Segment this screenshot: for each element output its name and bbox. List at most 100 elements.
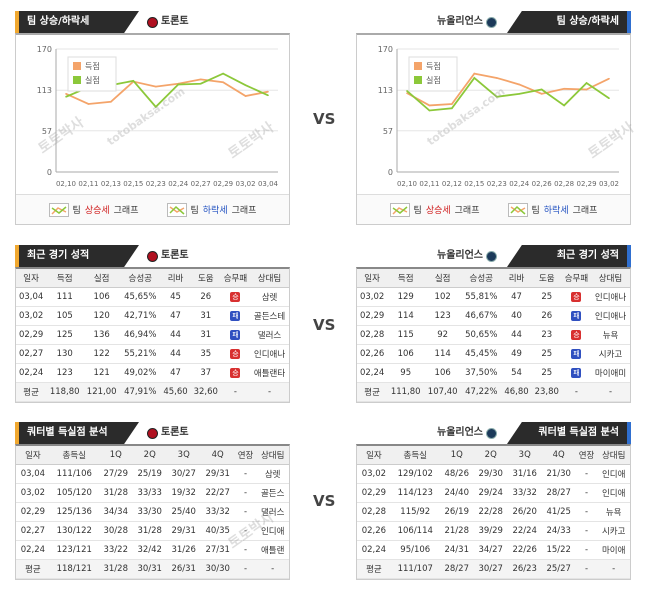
y-tick-label: 57 bbox=[383, 127, 393, 136]
table-cell: 33/33 bbox=[132, 483, 167, 503]
table-cell: - bbox=[575, 483, 598, 503]
table-cell: 49,02% bbox=[120, 363, 161, 383]
table-row: 02,29 114/123 24/40 29/24 33/32 28/27- 인디애 bbox=[357, 483, 630, 503]
table-row: 02,29 125/136 34/34 33/30 25/40 33/32- 댈러스 bbox=[16, 502, 289, 522]
vs-label: VS bbox=[313, 492, 336, 510]
table-cell: 129/102 bbox=[390, 464, 440, 484]
opponent-cell: 댈러스 bbox=[250, 325, 289, 345]
win-badge-icon: 승 bbox=[230, 367, 241, 378]
x-tick-label: 02,28 bbox=[554, 180, 574, 188]
table-cell: 31/26 bbox=[166, 540, 201, 560]
data-point bbox=[199, 78, 202, 81]
table-cell: 02,28 bbox=[357, 325, 388, 345]
table-cell: 107,40 bbox=[424, 382, 462, 402]
down-graph-link[interactable]: 팀 하락세 그래프 bbox=[507, 202, 597, 217]
quarters-title: 쿼터별 득실점 분석 bbox=[507, 422, 631, 444]
opponent-cell: 뉴욕 bbox=[591, 325, 630, 345]
table-row: 02,26 106/114 21/28 39/29 22/24 24/33- 시카고 bbox=[357, 521, 630, 541]
table-cell: 02,26 bbox=[357, 521, 391, 541]
x-tick-label: 02,23 bbox=[146, 180, 166, 188]
trend-header: 뉴올리언스 팀 상승/하락세 bbox=[356, 11, 631, 33]
result-cell: 승 bbox=[220, 363, 251, 383]
loss-badge-icon: 패 bbox=[571, 367, 582, 378]
table-cell: - bbox=[575, 464, 598, 484]
table-cell: 03,02 bbox=[357, 464, 391, 484]
table-cell: 02,24 bbox=[357, 363, 388, 383]
table-cell: 122 bbox=[83, 344, 121, 364]
y-tick-label: 113 bbox=[37, 86, 52, 95]
table-cell: - bbox=[234, 540, 257, 560]
column-header: 일자 bbox=[357, 446, 391, 465]
up-graph-link[interactable]: 팀 상승세 그래프 bbox=[48, 202, 139, 217]
table-cell: 125 bbox=[46, 325, 84, 345]
table-cell: 29/30 bbox=[473, 464, 508, 484]
table-cell: 30/27 bbox=[166, 464, 201, 484]
x-tick-label: 02,29 bbox=[213, 180, 233, 188]
column-header: 도움 bbox=[531, 269, 562, 288]
table-cell: 02,24 bbox=[16, 540, 50, 560]
table-cell: 114/123 bbox=[390, 483, 440, 503]
table-cell: 23,80 bbox=[531, 382, 562, 402]
column-header: 일자 bbox=[357, 269, 388, 288]
column-header: 승무패 bbox=[561, 269, 592, 288]
up-graph-link[interactable]: 팀 상승세 그래프 bbox=[389, 202, 480, 217]
column-header: 승성공 bbox=[461, 269, 502, 288]
result-cell: 승 bbox=[561, 287, 592, 307]
data-point bbox=[110, 101, 112, 103]
opponent-cell: 인디애나 bbox=[591, 306, 630, 326]
x-tick-label: 02,24 bbox=[509, 180, 530, 188]
table-cell: 130 bbox=[46, 344, 84, 364]
table-row: 03,04 111/106 27/29 25/19 30/27 29/31- 삼렛 bbox=[16, 464, 289, 484]
table-cell: 21/28 bbox=[439, 521, 474, 541]
table-cell: 45 bbox=[160, 287, 191, 307]
data-point bbox=[585, 82, 588, 84]
table-cell: - bbox=[234, 483, 257, 503]
table-cell: 26 bbox=[190, 287, 221, 307]
column-header: 실점 bbox=[424, 269, 462, 288]
table-cell: 49 bbox=[501, 344, 532, 364]
column-header: 2Q bbox=[473, 446, 508, 465]
table-cell: 03,02 bbox=[357, 287, 388, 307]
data-point bbox=[518, 93, 521, 95]
table-cell: 106 bbox=[424, 363, 462, 383]
down-graph-link[interactable]: 팀 하락세 그래프 bbox=[166, 202, 256, 217]
y-tick-label: 57 bbox=[42, 127, 52, 136]
table-cell: 24/31 bbox=[439, 540, 474, 560]
table-cell: 106 bbox=[83, 287, 121, 307]
table-cell: 123/121 bbox=[49, 540, 99, 560]
data-point bbox=[267, 90, 269, 93]
table-cell: 31 bbox=[190, 325, 221, 345]
opponent-cell: 애틀랜 bbox=[256, 540, 289, 560]
x-tick-label: 03,02 bbox=[599, 180, 619, 188]
data-point bbox=[518, 83, 521, 86]
legend-swatch bbox=[414, 76, 422, 84]
records-table: 일자 득점 실점 승성공 리바 도움 승무패 상대팀 03,02 129 102 55,81% 47 25… bbox=[357, 269, 630, 402]
column-header: 1Q bbox=[98, 446, 133, 465]
table-header-row: 일자 총득실 1Q 2Q 3Q 4Q 연장 상대팀 bbox=[16, 446, 289, 465]
table-cell: 41/25 bbox=[541, 502, 576, 522]
table-cell: 22/28 bbox=[473, 502, 508, 522]
data-point bbox=[406, 92, 408, 94]
legend-swatch bbox=[414, 62, 422, 70]
table-cell: 106 bbox=[387, 344, 425, 364]
table-cell: 25/40 bbox=[166, 502, 201, 522]
table-cell: 44 bbox=[160, 344, 191, 364]
records-table-box: 일자 득점 실점 승성공 리바 도움 승무패 상대팀 03,04 111 106 45,65% 45 26… bbox=[15, 267, 290, 403]
column-header: 총득실 bbox=[390, 446, 440, 465]
team-label: 토론토 bbox=[161, 16, 189, 27]
data-point bbox=[451, 103, 453, 105]
data-point bbox=[540, 88, 543, 91]
table-cell: 03,02 bbox=[16, 483, 50, 503]
table-cell: 25 bbox=[531, 287, 562, 307]
loss-badge-icon: 패 bbox=[571, 310, 582, 321]
table-cell: 37,50% bbox=[461, 363, 502, 383]
raptors-logo-icon bbox=[147, 250, 158, 262]
table-cell: 27/31 bbox=[200, 540, 235, 560]
table-cell: 105 bbox=[46, 306, 84, 326]
table-cell: 평균 bbox=[357, 559, 391, 579]
opponent-cell: 마이애미 bbox=[591, 363, 630, 383]
table-cell: 평균 bbox=[357, 382, 388, 402]
data-point bbox=[563, 104, 565, 107]
table-row: 03,02 105/120 31/28 33/33 19/32 22/27- 골든스 bbox=[16, 483, 289, 503]
pelicans-logo-icon bbox=[486, 16, 497, 28]
